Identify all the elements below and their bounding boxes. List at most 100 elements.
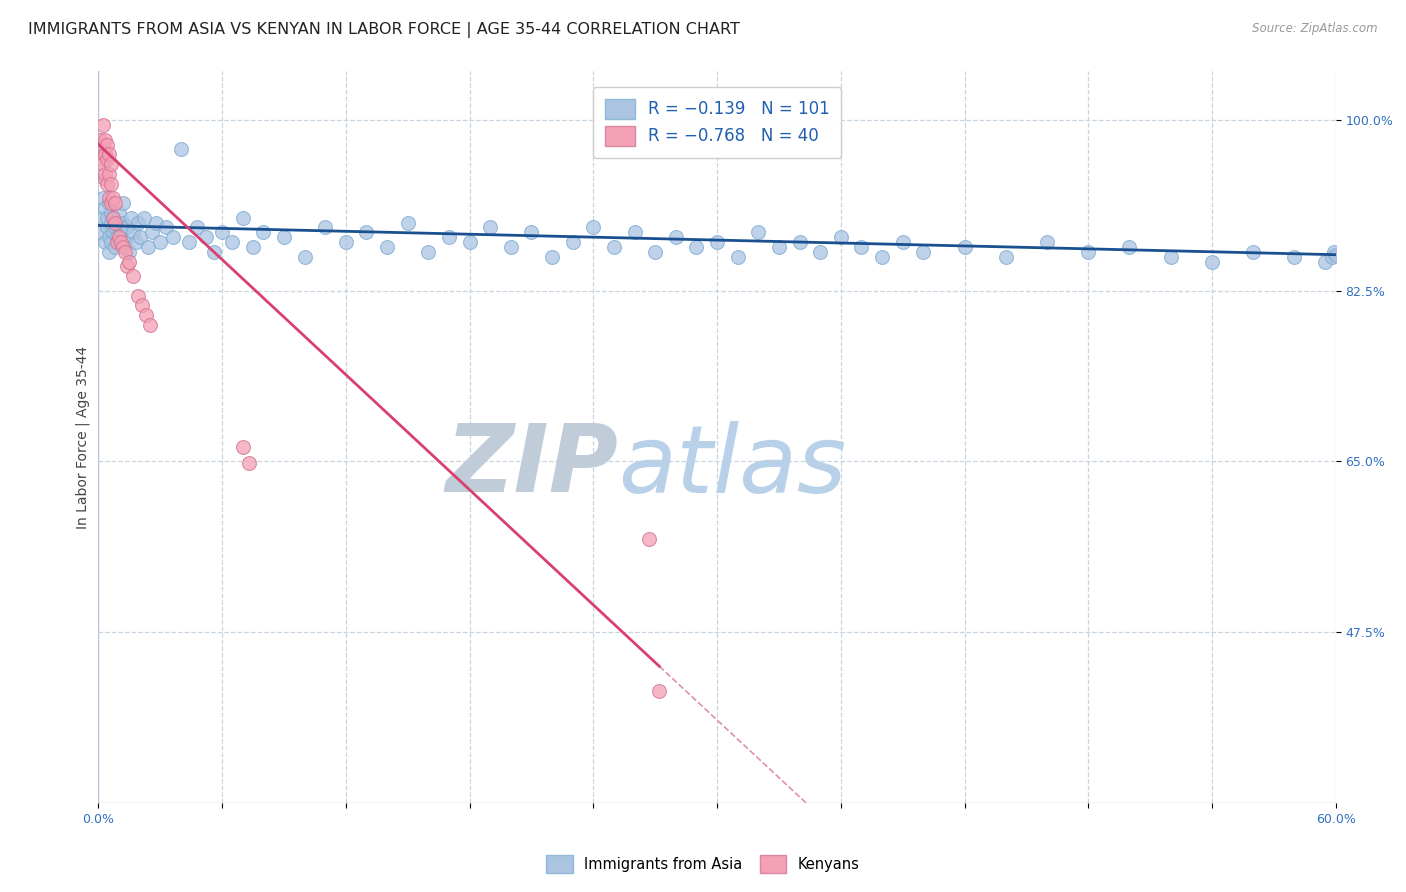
Point	[1323, 244, 1346, 259]
Point	[127, 215, 149, 229]
Point	[122, 225, 145, 239]
Point	[1284, 250, 1306, 264]
Point	[638, 533, 661, 547]
Point	[100, 157, 122, 171]
Point	[1324, 248, 1347, 262]
Point	[135, 308, 157, 322]
Point	[96, 220, 118, 235]
Point	[145, 215, 167, 229]
Point	[994, 250, 1017, 264]
Point	[706, 235, 728, 249]
Point	[179, 235, 201, 249]
Point	[117, 220, 139, 235]
Point	[356, 225, 378, 239]
Point	[221, 235, 243, 249]
Point	[100, 196, 122, 211]
Point	[1320, 250, 1343, 264]
Point	[108, 206, 131, 220]
Point	[314, 220, 336, 235]
Point	[170, 142, 193, 156]
Point	[747, 225, 769, 239]
Point	[96, 137, 118, 152]
Point	[118, 244, 141, 259]
Point	[1241, 244, 1264, 259]
Point	[100, 206, 122, 220]
Point	[93, 147, 115, 161]
Point	[830, 230, 852, 244]
Point	[91, 137, 114, 152]
Point	[100, 177, 122, 191]
Legend: R = −0.139   N = 101, R = −0.768   N = 40: R = −0.139 N = 101, R = −0.768 N = 40	[593, 87, 841, 158]
Point	[117, 260, 139, 274]
Point	[89, 133, 111, 147]
Point	[194, 230, 217, 244]
Point	[335, 235, 357, 249]
Point	[89, 152, 111, 166]
Point	[953, 240, 976, 254]
Text: Source: ZipAtlas.com: Source: ZipAtlas.com	[1253, 22, 1378, 36]
Point	[108, 235, 131, 249]
Text: ZIP: ZIP	[446, 420, 619, 512]
Point	[252, 225, 274, 239]
Text: IMMIGRANTS FROM ASIA VS KENYAN IN LABOR FORCE | AGE 35-44 CORRELATION CHART: IMMIGRANTS FROM ASIA VS KENYAN IN LABOR …	[28, 22, 740, 38]
Point	[242, 240, 264, 254]
Text: atlas: atlas	[619, 421, 846, 512]
Point	[122, 269, 145, 284]
Point	[582, 220, 605, 235]
Point	[232, 440, 254, 454]
Point	[541, 250, 564, 264]
Point	[108, 230, 131, 244]
Point	[418, 244, 440, 259]
Point	[112, 196, 135, 211]
Point	[105, 230, 128, 244]
Point	[1201, 254, 1223, 268]
Point	[162, 230, 184, 244]
Point	[499, 240, 522, 254]
Point	[136, 240, 159, 254]
Point	[238, 457, 260, 471]
Point	[520, 225, 543, 239]
Point	[891, 235, 914, 249]
Point	[101, 225, 124, 239]
Point	[870, 250, 893, 264]
Point	[375, 240, 398, 254]
Point	[93, 133, 115, 147]
Point	[97, 167, 120, 181]
Point	[120, 211, 142, 225]
Point	[104, 196, 127, 211]
Point	[232, 211, 254, 225]
Point	[104, 240, 127, 254]
Point	[104, 220, 127, 235]
Point	[110, 235, 132, 249]
Point	[202, 244, 225, 259]
Point	[112, 215, 135, 229]
Point	[727, 250, 749, 264]
Point	[118, 254, 141, 268]
Point	[124, 235, 146, 249]
Point	[851, 240, 873, 254]
Point	[458, 235, 481, 249]
Point	[91, 191, 114, 205]
Point	[96, 211, 118, 225]
Point	[93, 171, 115, 186]
Point	[100, 215, 122, 229]
Point	[294, 250, 316, 264]
Point	[132, 211, 155, 225]
Point	[1315, 254, 1337, 268]
Point	[93, 235, 115, 249]
Point	[808, 244, 831, 259]
Point	[479, 220, 502, 235]
Point	[112, 240, 135, 254]
Point	[97, 230, 120, 244]
Point	[93, 201, 115, 215]
Point	[141, 225, 163, 239]
Point	[96, 177, 118, 191]
Point	[1077, 244, 1099, 259]
Point	[101, 211, 124, 225]
Point	[110, 225, 132, 239]
Point	[127, 288, 149, 302]
Point	[1118, 240, 1140, 254]
Point	[155, 220, 177, 235]
Point	[644, 244, 666, 259]
Point	[396, 215, 419, 229]
